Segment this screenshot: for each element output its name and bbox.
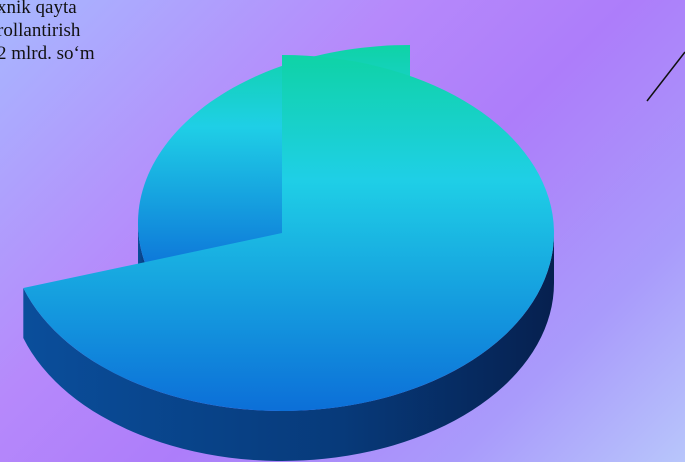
slice-top-face (23, 55, 555, 411)
slice-label-line: rollantirish (0, 20, 81, 41)
leader-line (646, 51, 685, 102)
pie-slice-1 (23, 55, 555, 461)
slice-side-wall (23, 233, 555, 461)
slice-label-line: xnik qayta (0, 0, 77, 18)
slice-label-line: 2 mlrd. so‘m (0, 43, 95, 64)
slice-1-label: xnik qayta rollantirish 2 mlrd. so‘m (0, 0, 95, 65)
